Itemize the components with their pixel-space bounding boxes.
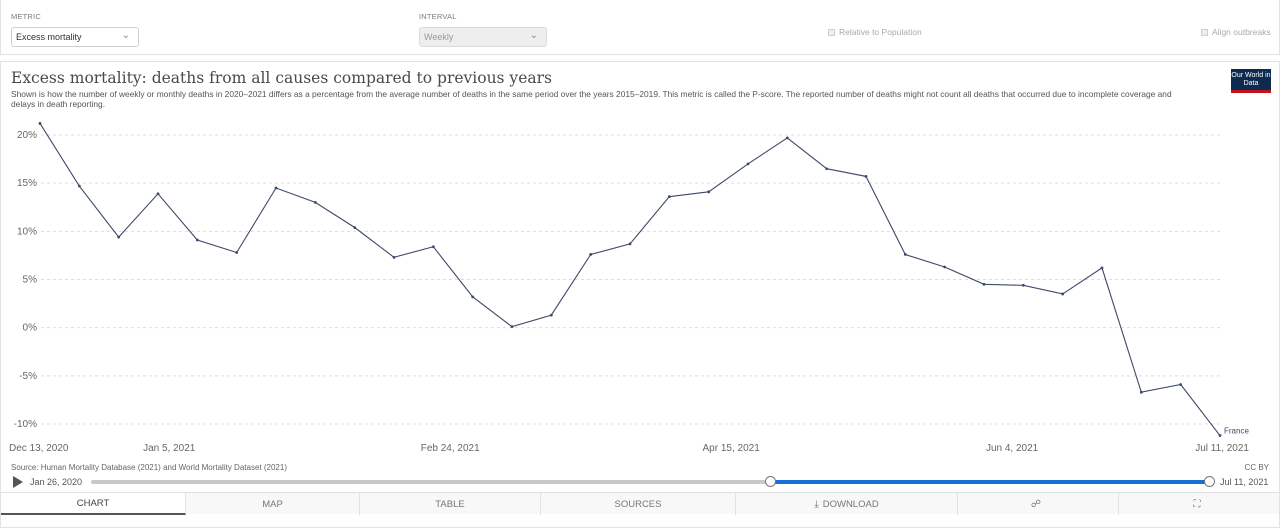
timeline-track[interactable] bbox=[91, 480, 1209, 484]
tab-download[interactable]: ⤓ DOWNLOAD bbox=[736, 493, 958, 515]
share-button[interactable]: ☍ bbox=[958, 493, 1119, 515]
y-tick-label: -10% bbox=[14, 419, 37, 430]
source-note[interactable]: Source: Human Mortality Database (2021) … bbox=[11, 463, 287, 472]
checkbox-icon bbox=[828, 29, 835, 36]
relative-to-population-label: Relative to Population bbox=[839, 27, 922, 37]
tab-table-label: TABLE bbox=[435, 498, 465, 510]
data-point bbox=[707, 190, 711, 194]
tab-chart-label: CHART bbox=[76, 497, 110, 509]
share-icon: ☍ bbox=[1030, 498, 1042, 510]
metric-label: METRIC bbox=[11, 12, 41, 21]
timeline-selected-range bbox=[770, 480, 1209, 484]
align-outbreaks-checkbox[interactable]: Align outbreaks bbox=[1201, 27, 1271, 37]
timeline-end-label: Jul 11, 2021 bbox=[1220, 477, 1269, 487]
x-tick-label: Feb 24, 2021 bbox=[421, 443, 480, 454]
data-point bbox=[825, 167, 829, 171]
y-tick-label: -5% bbox=[19, 371, 37, 382]
data-point bbox=[274, 186, 278, 190]
x-tick-label: Dec 13, 2020 bbox=[9, 443, 69, 454]
data-point bbox=[864, 175, 868, 178]
tab-bar: CHART MAP TABLE SOURCES ⤓ DOWNLOAD ☍ ⛶ bbox=[1, 492, 1279, 515]
x-tick-label: Jul 11, 2021 bbox=[1195, 443, 1249, 454]
tab-chart[interactable]: CHART bbox=[1, 493, 186, 515]
tab-sources[interactable]: SOURCES bbox=[541, 493, 736, 515]
chevron-down-icon: ⌄ bbox=[121, 30, 130, 41]
fullscreen-icon: ⛶ bbox=[1193, 498, 1201, 510]
tab-sources-label: SOURCES bbox=[614, 498, 662, 510]
y-tick-label: 20% bbox=[17, 130, 37, 141]
controls-bar: METRIC Excess mortality ⌄ INTERVAL Weekl… bbox=[0, 0, 1280, 55]
data-point bbox=[785, 136, 789, 140]
tab-map[interactable]: MAP bbox=[186, 493, 360, 515]
data-point bbox=[746, 162, 750, 166]
interval-select[interactable]: Weekly ⌄ bbox=[419, 27, 547, 47]
play-icon[interactable] bbox=[13, 476, 23, 488]
relative-to-population-checkbox[interactable]: Relative to Population bbox=[828, 27, 922, 37]
fullscreen-button[interactable]: ⛶ bbox=[1119, 493, 1279, 515]
data-point bbox=[1218, 434, 1222, 437]
data-point bbox=[667, 195, 671, 199]
data-point bbox=[195, 238, 199, 242]
timeline-end-handle[interactable] bbox=[1203, 476, 1215, 487]
tab-map-label: MAP bbox=[262, 498, 283, 510]
align-outbreaks-label: Align outbreaks bbox=[1212, 27, 1271, 37]
owid-logo[interactable]: Our World in Data bbox=[1231, 69, 1271, 93]
data-point bbox=[471, 295, 475, 299]
interval-label: INTERVAL bbox=[419, 12, 457, 21]
x-axis-labels: Dec 13, 2020 Jan 5, 2021 Feb 24, 2021 Apr 1… bbox=[9, 443, 1249, 454]
data-point bbox=[549, 313, 553, 317]
x-tick-label: Jan 5, 2021 bbox=[143, 443, 196, 454]
chart-panel: Excess mortality: deaths from all causes… bbox=[0, 61, 1280, 528]
data-point bbox=[1139, 390, 1143, 394]
data-point bbox=[38, 122, 42, 125]
y-axis-grid: -10% -5% 0% 5% 10% 15% 20% bbox=[14, 130, 1220, 430]
data-point bbox=[1021, 283, 1025, 287]
data-point bbox=[943, 265, 947, 269]
license-link[interactable]: CC BY bbox=[1244, 463, 1269, 472]
line-chart: -10% -5% 0% 5% 10% 15% 20% Dec 13, 2020 Jan 5, … bbox=[9, 122, 1249, 454]
data-point bbox=[156, 192, 160, 196]
data-point bbox=[235, 251, 239, 254]
metric-select[interactable]: Excess mortality ⌄ bbox=[11, 27, 139, 47]
download-icon: ⤓ bbox=[814, 498, 819, 510]
y-tick-label: 0% bbox=[23, 323, 38, 334]
data-point bbox=[313, 201, 317, 204]
metric-select-value: Excess mortality bbox=[16, 32, 82, 42]
tab-table[interactable]: TABLE bbox=[360, 493, 541, 515]
data-point bbox=[628, 242, 632, 246]
x-tick-label: Apr 15, 2021 bbox=[703, 443, 761, 454]
data-point bbox=[77, 184, 81, 188]
series-label-france: France bbox=[1224, 427, 1249, 436]
data-point bbox=[903, 253, 907, 256]
data-point bbox=[1179, 383, 1183, 386]
data-point bbox=[353, 226, 357, 229]
x-tick-label: Jun 4, 2021 bbox=[986, 443, 1039, 454]
data-point bbox=[392, 255, 396, 259]
y-tick-label: 15% bbox=[17, 178, 37, 189]
data-point bbox=[510, 325, 514, 329]
data-point bbox=[1061, 292, 1065, 296]
data-point bbox=[431, 245, 435, 249]
interval-select-value: Weekly bbox=[424, 32, 454, 42]
data-point bbox=[117, 235, 121, 239]
y-tick-label: 10% bbox=[17, 226, 37, 237]
data-point bbox=[982, 282, 986, 286]
checkbox-icon bbox=[1201, 29, 1208, 36]
y-tick-label: 5% bbox=[23, 275, 38, 286]
chart-title: Excess mortality: deaths from all causes… bbox=[11, 69, 552, 87]
timeline-start-label: Jan 26, 2020 bbox=[30, 477, 83, 487]
data-point bbox=[589, 253, 593, 256]
data-point bbox=[1100, 266, 1104, 270]
timeline-start-handle[interactable] bbox=[765, 476, 777, 487]
chart-subtitle: Shown is how the number of weekly or mon… bbox=[11, 89, 1172, 109]
tab-download-label: DOWNLOAD bbox=[822, 498, 879, 510]
chevron-down-icon: ⌄ bbox=[529, 30, 538, 41]
series-layer: France bbox=[38, 122, 1249, 437]
